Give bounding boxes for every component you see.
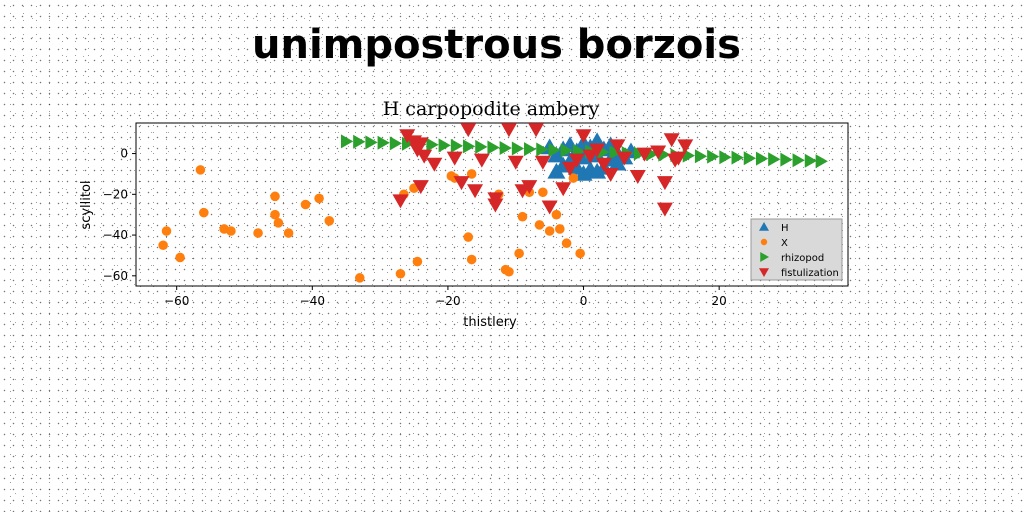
y-tick-label: −20: [103, 187, 128, 201]
data-point-rhizopod: [780, 153, 792, 167]
data-point-fistulization: [508, 156, 524, 170]
data-markers: [158, 123, 828, 283]
chart-title: H carpopodite ambery: [383, 98, 600, 120]
y-tick-label: 0: [120, 147, 128, 161]
data-point-x: [158, 240, 168, 250]
data-point-rhizopod: [341, 134, 353, 148]
data-point-fistulization: [630, 170, 646, 184]
data-point-fistulization: [657, 203, 673, 217]
plot-area: [136, 123, 848, 286]
data-point-rhizopod: [487, 140, 499, 154]
data-point-fistulization: [664, 133, 680, 147]
data-point-rhizopod: [805, 154, 817, 168]
data-point-rhizopod: [365, 135, 377, 149]
data-point-rhizopod: [439, 138, 451, 152]
data-point-x: [324, 216, 334, 226]
data-point-x: [467, 255, 477, 265]
data-point-x: [575, 249, 585, 259]
data-point-rhizopod: [378, 136, 390, 150]
data-point-rhizopod: [756, 152, 768, 166]
data-point-rhizopod: [353, 135, 365, 149]
data-point-x: [514, 249, 524, 259]
data-point-rhizopod: [475, 140, 487, 154]
data-point-x: [162, 226, 172, 236]
data-point-fistulization: [453, 176, 469, 190]
data-point-rhizopod: [793, 153, 805, 167]
data-point-x: [535, 220, 545, 230]
data-point-fistulization: [677, 139, 693, 153]
data-point-fistulization: [426, 158, 442, 172]
data-point-x: [552, 210, 562, 220]
data-point-rhizopod: [463, 139, 475, 153]
data-point-x: [504, 267, 514, 277]
data-point-rhizopod: [707, 150, 719, 164]
data-point-fistulization: [657, 176, 673, 190]
data-point-rhizopod: [512, 141, 524, 155]
data-point-x: [226, 226, 236, 236]
data-point-x: [562, 238, 572, 248]
x-tick-label: −60: [164, 294, 189, 308]
data-point-rhizopod: [500, 141, 512, 155]
legend-label-x: X: [781, 238, 788, 249]
data-point-x: [518, 212, 528, 222]
data-point-x: [555, 224, 565, 234]
x-tick-label: −20: [435, 294, 460, 308]
y-tick-label: −60: [103, 269, 128, 283]
data-point-x: [301, 200, 311, 210]
legend-marker-x: [761, 239, 767, 245]
legend-label-fistulization: fistulization: [781, 268, 839, 279]
data-point-rhizopod: [768, 152, 780, 166]
data-point-fistulization: [447, 152, 463, 166]
data-point-x: [545, 226, 555, 236]
data-point-x: [270, 192, 280, 202]
data-point-fistulization: [501, 123, 517, 137]
data-point-rhizopod: [744, 151, 756, 165]
data-point-rhizopod: [695, 149, 707, 163]
legend-label-h: H: [781, 223, 789, 234]
data-point-x: [175, 253, 185, 263]
y-axis-label: scyllitol: [79, 180, 94, 229]
data-point-fistulization: [467, 184, 483, 198]
legend-label-rhizopod: rhizopod: [781, 253, 824, 264]
data-point-rhizopod: [524, 142, 536, 156]
x-tick-label: 20: [712, 294, 727, 308]
data-point-x: [396, 269, 406, 279]
data-point-rhizopod: [719, 150, 731, 164]
data-point-x: [253, 228, 263, 238]
data-point-x: [538, 187, 548, 197]
x-tick-label: 0: [580, 294, 588, 308]
data-point-fistulization: [603, 168, 619, 182]
data-point-x: [463, 232, 473, 242]
data-point-rhizopod: [732, 151, 744, 165]
data-point-fistulization: [474, 154, 490, 168]
data-point-x: [413, 257, 423, 267]
x-tick-label: −40: [300, 294, 325, 308]
y-tick-label: −40: [103, 228, 128, 242]
x-axis-label: thistlery: [463, 315, 517, 330]
data-point-x: [196, 165, 206, 175]
data-point-x: [199, 208, 209, 218]
data-point-rhizopod: [451, 139, 463, 153]
data-point-rhizopod: [390, 136, 402, 150]
data-point-fistulization: [460, 123, 476, 137]
data-point-fistulization: [528, 123, 544, 137]
data-point-fistulization: [535, 156, 551, 170]
data-point-x: [314, 194, 324, 204]
data-point-fistulization: [392, 194, 408, 208]
data-point-x: [274, 218, 284, 228]
data-point-rhizopod: [816, 154, 828, 168]
data-point-x: [284, 228, 294, 238]
data-point-fistulization: [555, 182, 571, 196]
data-point-x: [355, 273, 365, 283]
